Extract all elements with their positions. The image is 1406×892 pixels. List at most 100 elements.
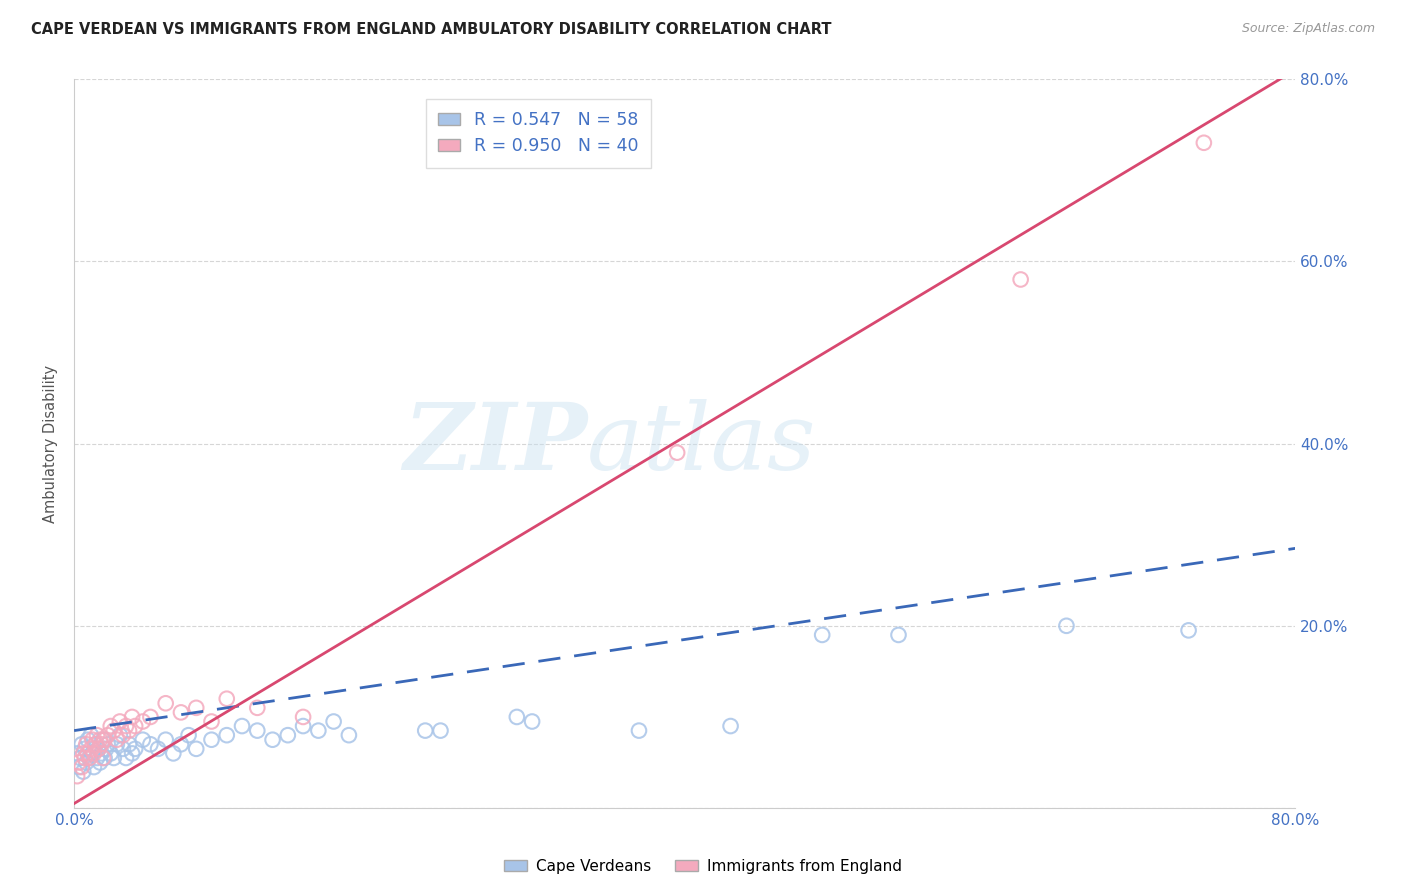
- Point: [90, 747, 112, 761]
- Point: [322, 714, 344, 729]
- Point: [91, 732, 114, 747]
- Point: [111, 728, 134, 742]
- Point: [627, 723, 650, 738]
- Text: Source: ZipAtlas.com: Source: ZipAtlas.com: [1241, 22, 1375, 36]
- Point: [170, 737, 193, 751]
- Point: [67, 756, 90, 770]
- Point: [1177, 624, 1199, 638]
- Point: [115, 751, 138, 765]
- Point: [262, 732, 284, 747]
- Point: [186, 742, 208, 756]
- Point: [429, 723, 451, 738]
- Point: [111, 742, 134, 756]
- Point: [108, 714, 131, 729]
- Point: [246, 701, 269, 715]
- Point: [103, 723, 125, 738]
- Point: [83, 747, 105, 761]
- Point: [215, 728, 238, 742]
- Point: [72, 747, 94, 761]
- Point: [93, 751, 115, 765]
- Point: [118, 723, 141, 738]
- Point: [96, 742, 118, 756]
- Point: [177, 728, 200, 742]
- Point: [811, 628, 834, 642]
- Point: [155, 696, 177, 710]
- Point: [105, 737, 128, 751]
- Point: [97, 737, 120, 751]
- Point: [90, 737, 112, 751]
- Point: [72, 764, 94, 779]
- Point: [132, 732, 155, 747]
- Point: [307, 723, 329, 738]
- Point: [105, 732, 128, 747]
- Point: [139, 737, 162, 751]
- Point: [170, 706, 193, 720]
- Text: CAPE VERDEAN VS IMMIGRANTS FROM ENGLAND AMBULATORY DISABILITY CORRELATION CHART: CAPE VERDEAN VS IMMIGRANTS FROM ENGLAND …: [31, 22, 831, 37]
- Point: [413, 723, 436, 738]
- Point: [86, 728, 108, 742]
- Point: [67, 760, 90, 774]
- Point: [155, 732, 177, 747]
- Point: [215, 691, 238, 706]
- Point: [124, 742, 146, 756]
- Point: [108, 728, 131, 742]
- Point: [79, 751, 101, 765]
- Point: [69, 751, 91, 765]
- Point: [93, 732, 115, 747]
- Point: [76, 747, 98, 761]
- Point: [200, 714, 222, 729]
- Point: [80, 742, 103, 756]
- Point: [66, 747, 89, 761]
- Point: [1010, 272, 1032, 286]
- Point: [73, 742, 96, 756]
- Point: [87, 742, 110, 756]
- Legend: R = 0.547   N = 58, R = 0.950   N = 40: R = 0.547 N = 58, R = 0.950 N = 40: [426, 99, 651, 168]
- Point: [97, 728, 120, 742]
- Point: [121, 747, 143, 761]
- Point: [124, 719, 146, 733]
- Point: [91, 751, 114, 765]
- Point: [79, 751, 101, 765]
- Point: [292, 719, 315, 733]
- Point: [86, 751, 108, 765]
- Point: [75, 737, 97, 751]
- Point: [1192, 136, 1215, 150]
- Point: [121, 710, 143, 724]
- Point: [720, 719, 742, 733]
- Point: [73, 751, 96, 765]
- Point: [132, 714, 155, 729]
- Point: [1056, 619, 1078, 633]
- Point: [66, 769, 89, 783]
- Point: [146, 742, 169, 756]
- Point: [83, 760, 105, 774]
- Point: [70, 737, 93, 751]
- Text: ZIP: ZIP: [402, 399, 588, 489]
- Text: atlas: atlas: [588, 399, 817, 489]
- Point: [84, 737, 107, 751]
- Point: [103, 751, 125, 765]
- Point: [231, 719, 253, 733]
- Point: [162, 747, 184, 761]
- Point: [89, 732, 111, 747]
- Point: [76, 732, 98, 747]
- Point: [70, 760, 93, 774]
- Point: [887, 628, 910, 642]
- Point: [80, 728, 103, 742]
- Point: [84, 737, 107, 751]
- Point: [520, 714, 543, 729]
- Point: [115, 719, 138, 733]
- Point: [666, 445, 689, 459]
- Point: [337, 728, 360, 742]
- Point: [87, 742, 110, 756]
- Point: [82, 732, 104, 747]
- Point: [506, 710, 529, 724]
- Y-axis label: Ambulatory Disability: Ambulatory Disability: [44, 365, 58, 523]
- Point: [277, 728, 299, 742]
- Point: [246, 723, 269, 738]
- Point: [100, 719, 122, 733]
- Point: [100, 747, 122, 761]
- Point: [82, 747, 104, 761]
- Point: [75, 756, 97, 770]
- Point: [118, 737, 141, 751]
- Point: [292, 710, 315, 724]
